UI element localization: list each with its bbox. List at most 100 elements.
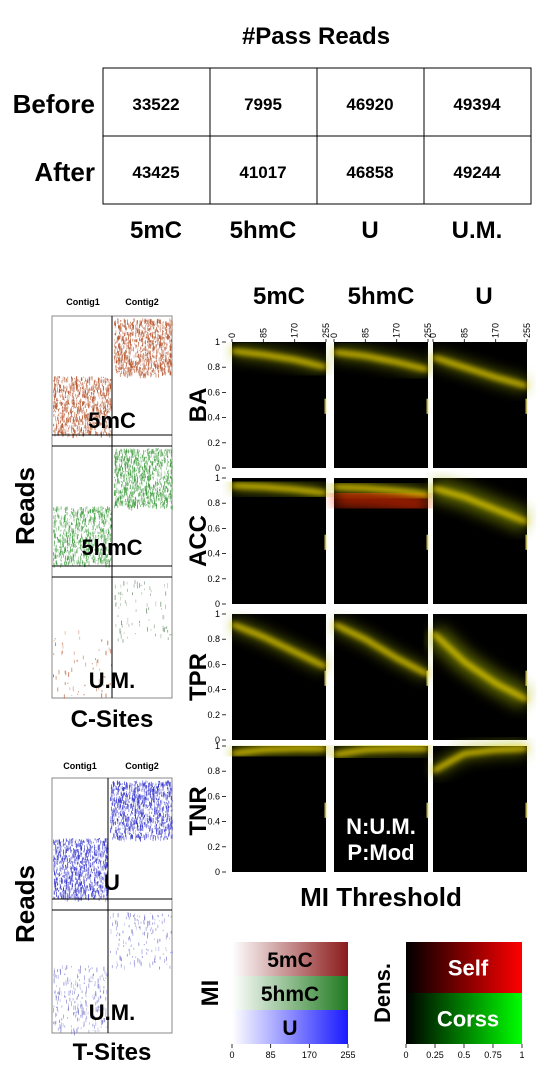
edge-marker (324, 398, 327, 414)
c-sites-panel: Contig1 Contig2 5mC 5hmC U.M. Reads C-Sites (10, 297, 173, 733)
table-title: #Pass Reads (242, 23, 390, 50)
table-cell: 49244 (453, 163, 501, 182)
x-tick-label: 255 (423, 323, 433, 338)
y-tick-label: 0.8 (207, 766, 220, 776)
table-col-label: 5hmC (230, 217, 297, 244)
x-tick-label: 85 (360, 328, 370, 338)
mi-legend-tick-label: 255 (340, 1050, 355, 1060)
density-curve (432, 355, 528, 389)
y-tick-label: 1 (215, 337, 220, 347)
density-legend-tick-label: 0.75 (484, 1050, 502, 1060)
density-legend: Self Corss Dens. 0 0.25 0.5 0.75 1 (370, 942, 525, 1060)
table-col-label: 5mC (130, 217, 182, 244)
table-cell: 46920 (346, 95, 393, 114)
c-block-label: 5mC (88, 408, 136, 433)
row-label: TPR (185, 653, 212, 701)
edge-marker (324, 802, 327, 818)
pass-reads-table: #Pass Reads Before After 33522 7995 46920 493… (13, 23, 532, 244)
mi-legend-bar (232, 976, 348, 1010)
density-curve (333, 746, 428, 757)
column-title: 5hmC (348, 283, 415, 310)
density-curve (431, 631, 528, 702)
contig-label: Contig2 (125, 297, 159, 307)
heatmap-panel (231, 478, 327, 604)
density-curve (231, 746, 326, 756)
density-curve (432, 746, 528, 773)
x-tick-label: 255 (522, 323, 532, 338)
edge-marker (426, 398, 429, 414)
density-legend-tick-label: 0 (403, 1050, 408, 1060)
annotation-line: P:Mod (347, 840, 414, 865)
heatmap-background (334, 746, 428, 872)
table-cell: 43425 (132, 163, 179, 182)
heatmap-panel (333, 342, 430, 468)
mi-legend: 5mC 5hmC U MI 0 85 170 255 (197, 942, 356, 1060)
y-tick-label: 0.8 (207, 634, 220, 644)
y-tick-label: 0.4 (207, 685, 220, 695)
contig-label: Contig2 (125, 761, 159, 771)
table-cell: 41017 (239, 163, 286, 182)
row-label: BA (185, 388, 212, 423)
y-tick-label: 0.4 (207, 817, 220, 827)
heatmap-panel (231, 342, 328, 468)
mi-legend-tick-label: 85 (266, 1050, 276, 1060)
edge-marker (525, 802, 528, 818)
y-tick-label: 0.2 (207, 842, 220, 852)
t-reads-axis-label: Reads (10, 865, 40, 943)
density-legend-entry: Corss (437, 1007, 499, 1032)
density-curve (333, 484, 429, 497)
density-curve (231, 348, 327, 370)
heatmap-panel (430, 742, 528, 872)
annotation-line: N:U.M. (346, 814, 416, 839)
heatmap-panel (425, 614, 532, 740)
mi-legend-label: MI (197, 980, 224, 1007)
column-title: 5mC (253, 283, 305, 310)
x-tick-label: 255 (321, 323, 331, 338)
x-axis-label: MI Threshold (300, 882, 462, 912)
y-tick-label: 0 (215, 867, 220, 877)
edge-marker (426, 670, 429, 686)
x-tick-label: 170 (392, 323, 402, 338)
contig-label: Contig1 (66, 297, 100, 307)
table-row-label: After (34, 157, 95, 187)
heatmap-panel (331, 614, 431, 740)
y-tick-label: 0.6 (207, 659, 220, 669)
density-curve (333, 350, 429, 372)
y-tick-label: 0.2 (207, 438, 220, 448)
mi-legend-entry: 5hmC (261, 983, 319, 1006)
y-tick-label: 0.8 (207, 362, 220, 372)
x-tick-label: 0 (227, 333, 237, 338)
y-tick-label: 0 (215, 599, 220, 609)
y-tick-label: 0.8 (207, 498, 220, 508)
density-legend-tick-label: 1 (519, 1050, 524, 1060)
c-block-label: 5hmC (81, 535, 142, 560)
density-curve (432, 486, 528, 524)
edge-marker (525, 398, 528, 414)
density-curve (333, 622, 429, 677)
t-um-speckle-contig1 (53, 965, 109, 1036)
y-tick-label: 0 (215, 735, 220, 745)
mi-legend-tick-label: 170 (302, 1050, 317, 1060)
edge-marker (324, 670, 327, 686)
column-title: U (475, 283, 492, 310)
y-tick-label: 1 (215, 609, 220, 619)
table-col-label: U.M. (452, 217, 503, 244)
table-row-label: Before (13, 89, 95, 119)
c-5mc-speckle-contig2 (114, 318, 173, 379)
mi-legend-bar (232, 1010, 348, 1044)
x-tick-label: 85 (459, 328, 469, 338)
y-tick-label: 0.2 (207, 574, 220, 584)
density-legend-label: Dens. (370, 963, 395, 1023)
c-sites-label: C-Sites (71, 706, 154, 733)
x-tick-label: 170 (491, 323, 501, 338)
edge-marker (525, 670, 528, 686)
edge-marker (525, 534, 528, 550)
table-cell: 33522 (132, 95, 179, 114)
density-self-glow (333, 485, 430, 516)
y-tick-label: 1 (215, 473, 220, 483)
row-label: ACC (185, 515, 212, 567)
t-sites-label: T-Sites (73, 1039, 152, 1066)
heatmap-panel (333, 478, 430, 604)
c-um-speckle-contig1 (53, 630, 112, 699)
